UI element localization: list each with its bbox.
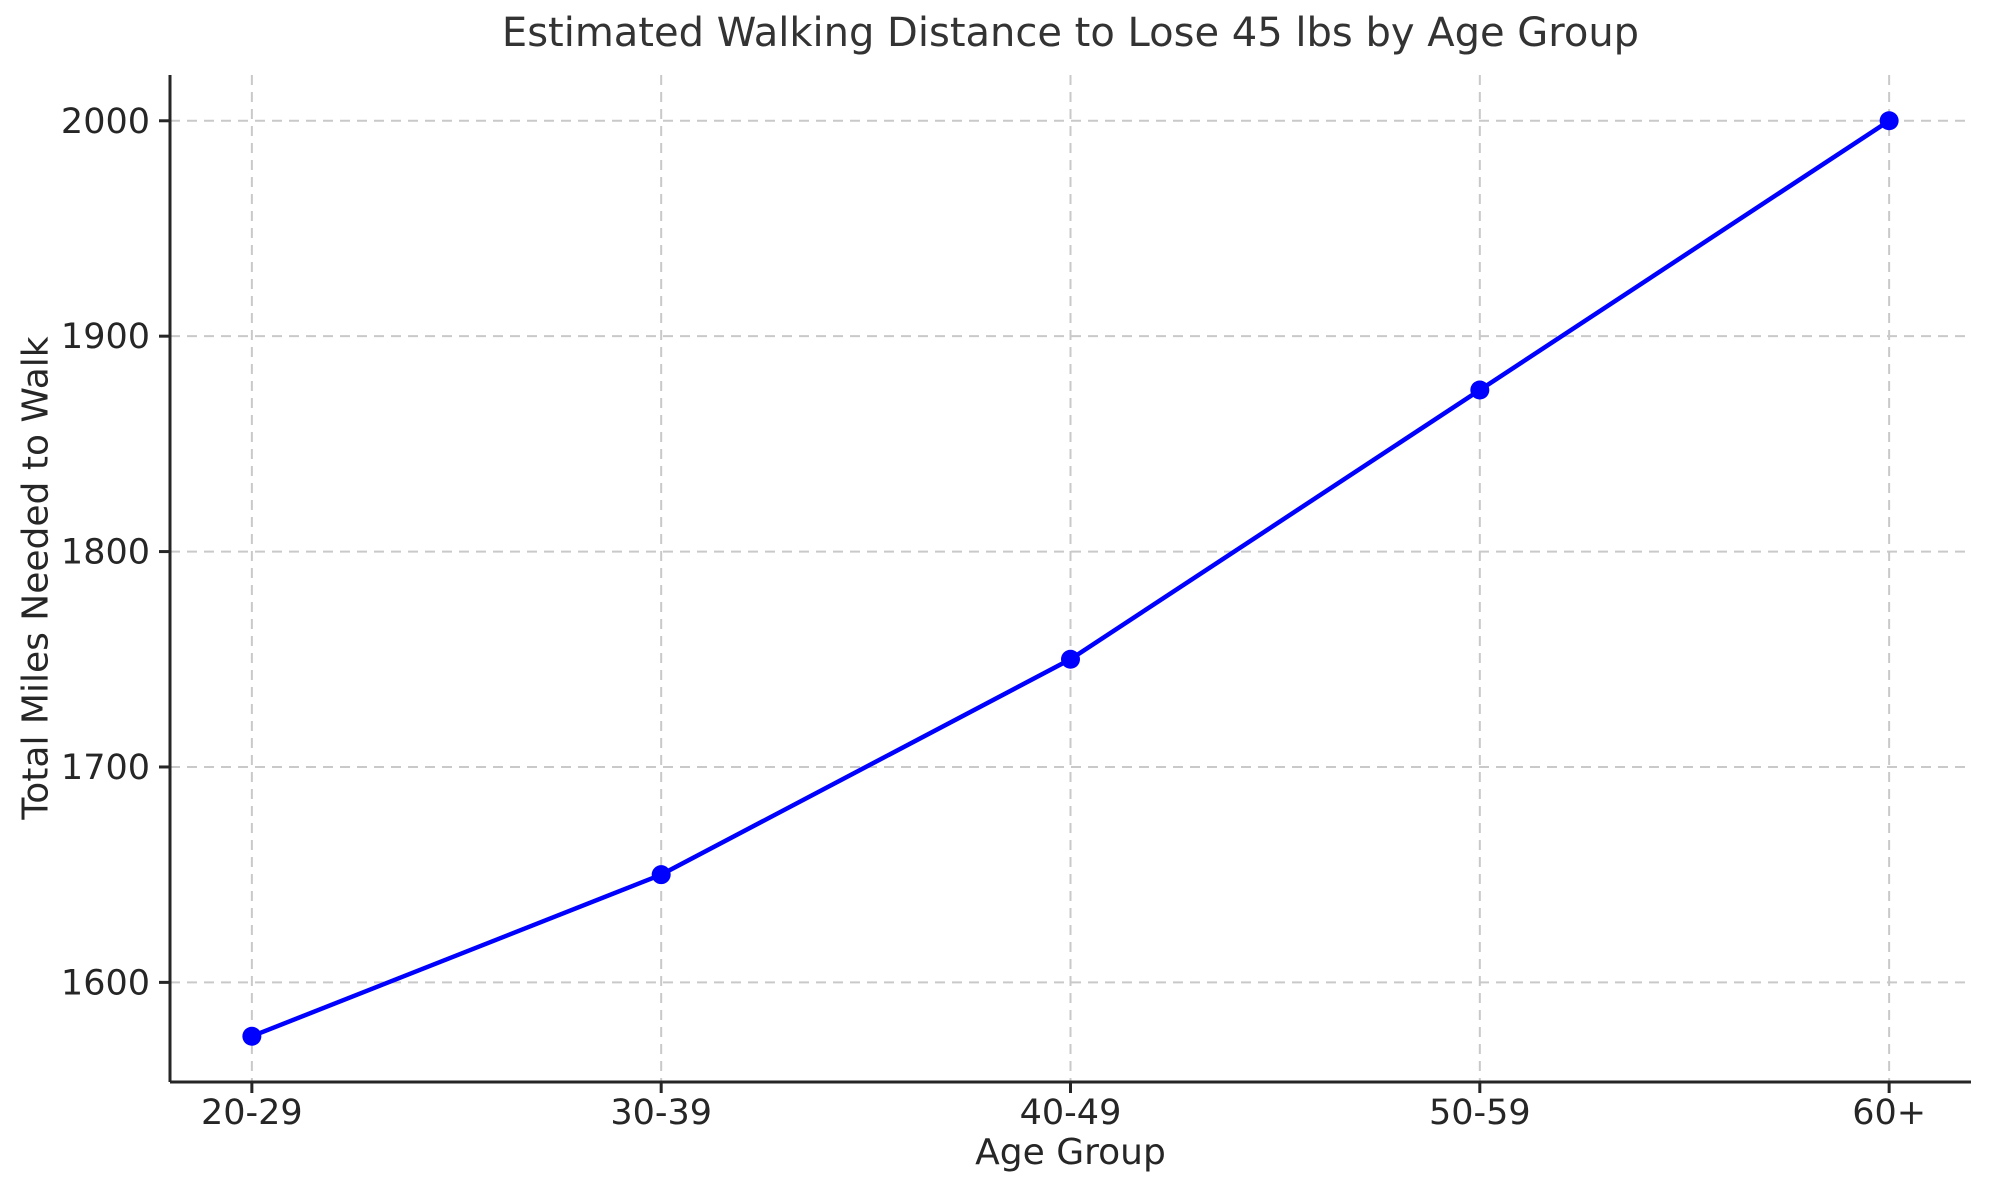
x-tick-label: 20-29 [201, 1093, 303, 1133]
x-axis-label: Age Group [975, 1132, 1166, 1173]
y-tick-label: 1800 [61, 533, 150, 573]
data-point [651, 865, 671, 885]
data-point [1470, 380, 1490, 400]
x-tick-label: 50-59 [1429, 1093, 1531, 1133]
data-point [1879, 111, 1899, 131]
y-tick-label: 2000 [61, 102, 150, 142]
y-tick-label: 1600 [61, 963, 150, 1003]
data-point [1061, 649, 1080, 669]
y-tick-label: 1900 [61, 317, 150, 357]
x-tick-label: 40-49 [1020, 1093, 1122, 1133]
y-axis-label: Total Miles Needed to Walk [15, 336, 57, 820]
y-tick-label: 1700 [61, 748, 150, 788]
chart-title: Estimated Walking Distance to Lose 45 lb… [501, 10, 1640, 56]
x-tick-label: 60+ [1852, 1093, 1926, 1133]
data-point [242, 1026, 262, 1046]
x-tick-label: 30-39 [610, 1093, 712, 1133]
